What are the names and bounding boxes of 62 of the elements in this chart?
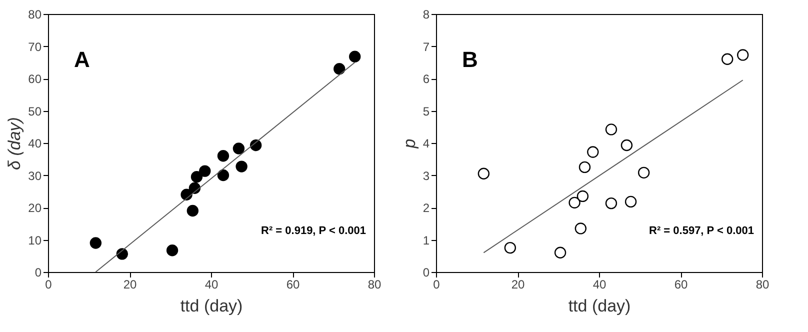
point [737, 49, 749, 61]
point [576, 190, 589, 202]
x-tick-label: 80 [368, 278, 382, 292]
point [620, 139, 633, 152]
point [232, 142, 245, 154]
x-tick-label: 20 [511, 278, 525, 292]
point [478, 168, 490, 180]
y-tick-label: 70 [28, 40, 42, 54]
point [199, 165, 211, 177]
point [578, 161, 591, 174]
annotation: A [74, 47, 90, 72]
y-tick-label: 8 [422, 8, 430, 22]
y-axis-title: p [400, 138, 419, 150]
point [504, 242, 516, 254]
y-tick-label: 80 [28, 8, 42, 22]
point [217, 169, 230, 182]
point [574, 222, 587, 234]
annotation: R² = 0.597, P < 0.001 [649, 225, 754, 237]
x-tick-label: 0 [45, 278, 52, 292]
point [605, 124, 618, 136]
point [638, 166, 650, 179]
point [90, 237, 102, 249]
x-tick-label: 20 [123, 278, 137, 292]
y-tick-label: 10 [28, 233, 42, 248]
point [554, 246, 566, 258]
y-tick-label: 60 [28, 72, 42, 86]
y-tick-label: 30 [28, 168, 42, 183]
point [349, 50, 361, 62]
y-tick-label: 5 [422, 104, 430, 118]
y-tick-label: 0 [34, 266, 42, 280]
point [624, 196, 637, 208]
x-tick-label: 60 [286, 278, 300, 292]
y-tick-label: 0 [422, 266, 430, 280]
point [236, 160, 248, 172]
y-axis-title: δ (day) [5, 117, 24, 170]
y-tick-label: 3 [422, 168, 430, 183]
annotation: R² = 0.919, P < 0.001 [261, 225, 366, 237]
x-tick-label: 40 [592, 278, 606, 292]
y-tick-label: 20 [28, 201, 42, 215]
x-tick-label: 40 [204, 278, 218, 292]
y-tick-label: 40 [28, 136, 42, 150]
y-tick-label: 7 [422, 40, 430, 54]
y-tick-label: 2 [422, 201, 430, 215]
y-tick-label: 4 [422, 136, 430, 150]
x-axis-title: ttd (day) [180, 296, 243, 316]
point [568, 196, 580, 208]
point [190, 171, 203, 183]
point [334, 62, 346, 75]
y-tick-label: 1 [422, 233, 430, 248]
x-tick-label: 0 [433, 278, 440, 292]
point [217, 150, 230, 162]
x-tick-label: 80 [756, 278, 770, 292]
point [605, 197, 618, 210]
y-tick-label: 50 [28, 104, 42, 118]
annotation: B [462, 47, 478, 72]
point [186, 204, 199, 217]
y-tick-label: 6 [422, 72, 430, 86]
point [722, 53, 734, 65]
x-axis-title: ttd (day) [568, 296, 631, 316]
point [166, 244, 178, 256]
x-tick-label: 60 [674, 278, 688, 292]
point [587, 146, 599, 158]
